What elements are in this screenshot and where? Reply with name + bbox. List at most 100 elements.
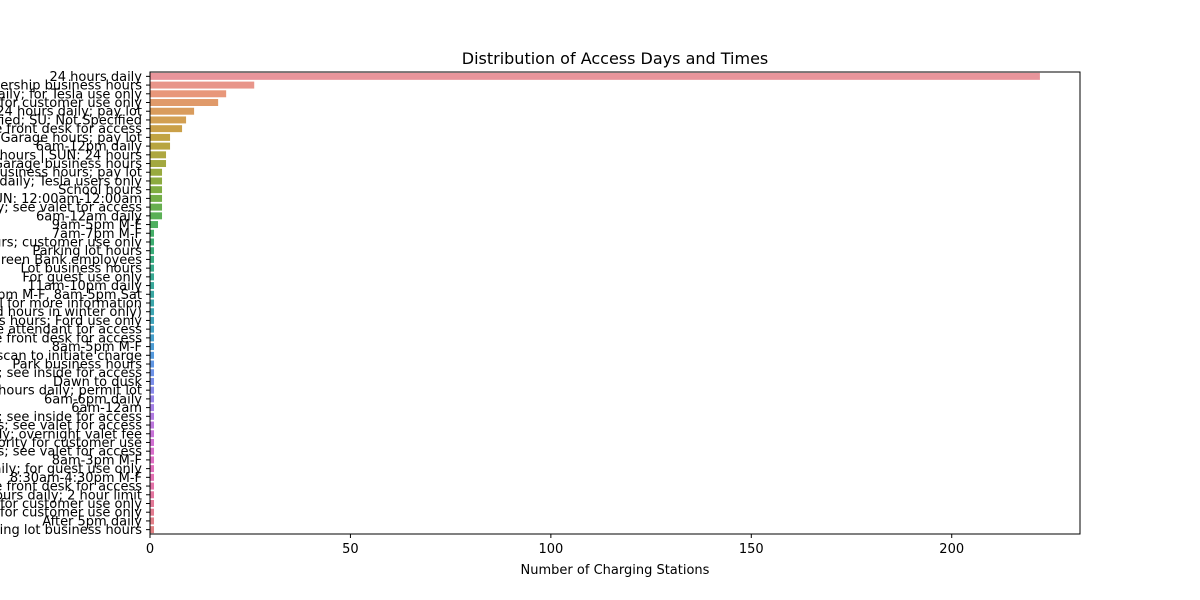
- category-label: 24 hours daily; overnight valet fee: [0, 427, 142, 442]
- category-label: 6am-12am: [71, 401, 142, 416]
- category-label: 24 hours daily (limited hours in winter …: [0, 305, 142, 320]
- bar-11: [150, 168, 163, 176]
- category-label: Dawn to dusk: [53, 375, 142, 390]
- category-label: Parking lot hours: [32, 244, 142, 259]
- bar-40: [150, 421, 155, 429]
- category-label: MON: 12:00am-12:00am | SUN: 12:00am-12:0…: [0, 192, 142, 207]
- category-label: For Green Bank employees: [0, 253, 142, 268]
- bar-17: [150, 221, 159, 229]
- bar-31: [150, 343, 155, 351]
- category-label: 8am-5pm M-F: [52, 340, 142, 355]
- bars-group: [150, 72, 1040, 534]
- bar-39: [150, 412, 155, 420]
- bar-44: [150, 456, 155, 464]
- bar-37: [150, 395, 155, 403]
- bar-18: [150, 229, 155, 237]
- category-label: 24 hours daily; Tesla users only: [0, 174, 142, 189]
- category-label: 8am-6pm M-F, 8am-5pm Sat: [0, 288, 142, 303]
- bar-51: [150, 517, 155, 525]
- bar-22: [150, 264, 155, 272]
- category-label: Business hours; see inside for access: [0, 366, 142, 381]
- plot-frame: [149, 71, 1081, 535]
- x-tick-label: 150: [739, 542, 764, 557]
- category-label: 24 hours daily; for Tesla use only: [0, 87, 142, 102]
- category-label: Business hours; pay lot: [0, 166, 142, 181]
- category-label: Dealership business hours; Ford use only: [0, 314, 142, 329]
- bar-20: [150, 247, 155, 255]
- category-label: MON: 24 hours | TUE: 24 hours | SUN: 24 …: [0, 148, 142, 163]
- category-label: Call for more information: [0, 297, 142, 312]
- category-label: 24 hours daily; permit lot: [0, 384, 142, 399]
- bar-26: [150, 299, 155, 307]
- x-tick-label: 0: [146, 542, 154, 557]
- category-label: 6am-12pm daily: [36, 140, 143, 155]
- bar-7: [150, 133, 171, 141]
- category-label: Business hours; see front desk for acces…: [0, 331, 142, 346]
- category-label: School hours: [58, 183, 142, 198]
- x-tick-label: 50: [342, 542, 359, 557]
- category-label: 7am-7pm M-F: [52, 227, 142, 242]
- bar-43: [150, 447, 155, 455]
- bar-21: [150, 255, 155, 263]
- category-label: Dealership business hours; for customer …: [0, 96, 142, 111]
- category-label: Park business hours: [12, 358, 142, 373]
- category-label: Business hours; for customer use only: [0, 497, 142, 512]
- bar-32: [150, 351, 155, 359]
- bar-47: [150, 482, 155, 490]
- x-tick-label: 100: [538, 542, 563, 557]
- bar-45: [150, 465, 155, 473]
- bar-50: [150, 508, 155, 516]
- category-label: 24 hours daily; see attendant for access: [0, 323, 142, 338]
- bar-1: [150, 81, 255, 89]
- category-label: 24 hours daily; see front desk for acces…: [0, 122, 142, 137]
- category-label: For guest use only: [22, 270, 142, 285]
- bar-33: [150, 360, 155, 368]
- bar-6: [150, 125, 183, 133]
- category-label: 24 hours daily; 2 hour limit: [0, 488, 142, 503]
- bar-16: [150, 212, 163, 220]
- bar-35: [150, 377, 155, 385]
- category-label: Business hours; see valet for access: [0, 445, 142, 460]
- bar-3: [150, 99, 219, 106]
- bar-52: [150, 526, 155, 534]
- category-label: 24 hours daily; pay lot: [0, 105, 142, 120]
- bar-10: [150, 160, 167, 168]
- category-label: 24 hours daily: [50, 70, 143, 85]
- bar-4: [150, 107, 195, 115]
- category-label: 11am-10pm daily: [27, 279, 142, 294]
- bar-29: [150, 325, 155, 333]
- category-label: After 5pm daily: [42, 514, 142, 529]
- bar-49: [150, 500, 155, 507]
- category-label: 24 hours daily; see inside for access: [0, 410, 142, 425]
- bar-2: [150, 90, 227, 98]
- bar-5: [150, 116, 187, 124]
- category-label: 6am-6pm daily: [44, 392, 142, 407]
- bar-30: [150, 334, 155, 342]
- bar-13: [150, 186, 163, 194]
- bar-0: [150, 72, 1040, 80]
- category-label: Garage hours; pay lot: [0, 131, 142, 146]
- category-label: 9am-5pm M-F: [52, 218, 142, 233]
- bar-34: [150, 369, 155, 377]
- bar-19: [150, 238, 155, 246]
- bar-8: [150, 142, 171, 150]
- bar-24: [150, 282, 155, 290]
- category-label: MO-SA: Not Specified; SU: Not Specified: [0, 113, 142, 128]
- category-label: Hotel hours; see front desk for access: [0, 480, 142, 495]
- bar-23: [150, 273, 155, 281]
- bar-28: [150, 316, 155, 324]
- bar-12: [150, 177, 163, 185]
- bar-25: [150, 290, 155, 298]
- category-label: 6am-12am daily: [36, 209, 142, 224]
- bar-48: [150, 491, 155, 499]
- x-tick-label: 200: [939, 542, 964, 557]
- category-label: Restaurant hours; see valet for access: [0, 419, 142, 434]
- x-axis: 0 50 100 150 200: [146, 534, 964, 557]
- category-label: Lot business hours: [20, 262, 142, 277]
- category-label: 24 hours daily; for guest use only: [0, 462, 142, 477]
- chart-title: Distribution of Access Days and Times: [462, 49, 769, 68]
- bar-38: [150, 404, 155, 412]
- bar-42: [150, 438, 155, 446]
- category-label: Business hours; customer use only: [0, 235, 142, 250]
